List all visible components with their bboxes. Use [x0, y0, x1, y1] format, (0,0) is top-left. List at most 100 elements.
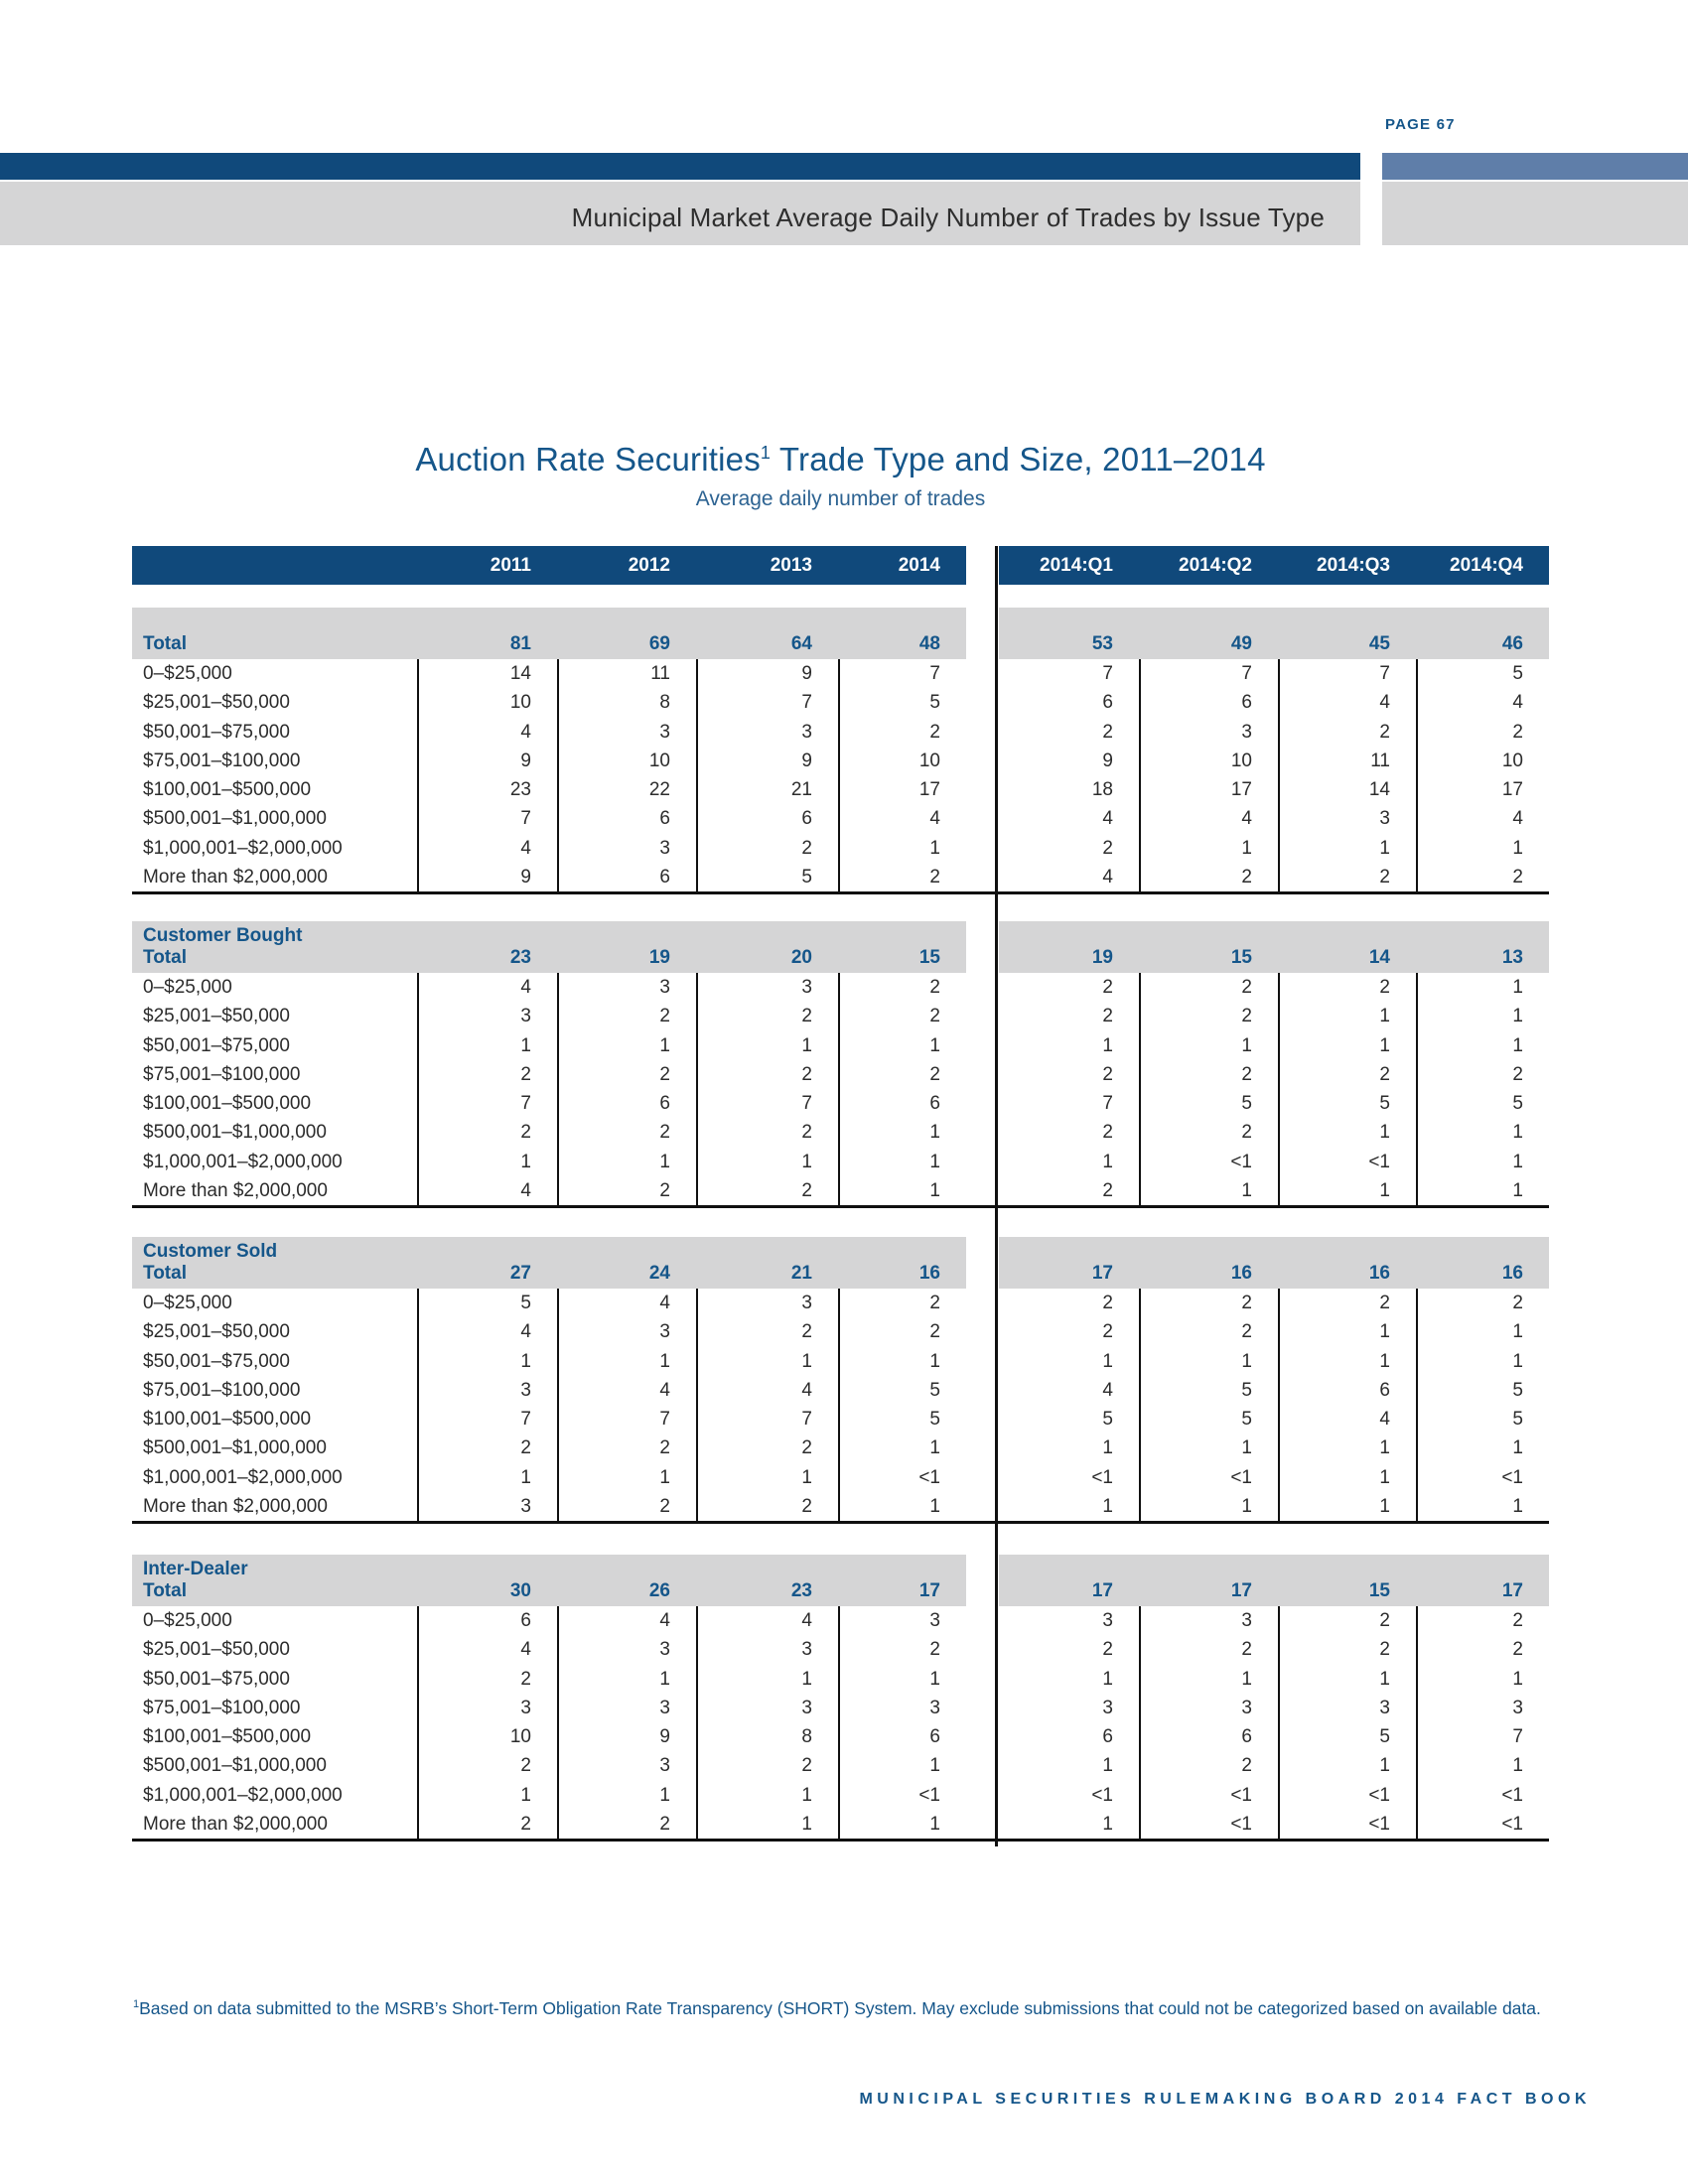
section-bottom-line — [132, 1839, 1549, 1842]
value-cell: <1 — [918, 1466, 940, 1488]
value-cell: 2 — [520, 1813, 531, 1835]
column-divider-line — [1416, 659, 1418, 891]
value-cell: 2 — [1512, 721, 1523, 743]
section-band-left — [132, 608, 966, 659]
table-row: $1,000,001–$2,000,000 1 1 1 <1 <1 <1 <1 <1 — [132, 1781, 1549, 1810]
value-cell: 2 — [659, 1006, 670, 1027]
column-divider-line — [557, 1606, 559, 1839]
value-cell: 2 — [1102, 837, 1113, 859]
value-cell: 4 — [520, 1639, 531, 1661]
value-cell: 3 — [1379, 808, 1390, 830]
table-row: $75,001–$100,000 2 2 2 2 2 2 2 2 — [132, 1060, 1549, 1089]
row-label: $50,001–$75,000 — [143, 721, 290, 743]
table-row: $100,001–$500,000 23 22 21 17 18 17 14 17 — [132, 775, 1549, 804]
table-row: 0–$25,000 14 11 9 7 7 7 7 5 — [132, 659, 1549, 688]
value-cell: 22 — [648, 779, 670, 800]
section-total-value: 15 — [1230, 947, 1252, 968]
value-cell: 1 — [520, 1034, 531, 1056]
value-cell: 5 — [1512, 1379, 1523, 1401]
column-divider-line — [417, 1606, 419, 1839]
value-cell: 1 — [1512, 1321, 1523, 1343]
footnote: 1Based on data submitted to the MSRB’s S… — [133, 1998, 1583, 2019]
row-label: $100,001–$500,000 — [143, 779, 312, 800]
value-cell: 2 — [801, 1179, 812, 1201]
table-row: $25,001–$50,000 4 3 3 2 2 2 2 2 — [132, 1635, 1549, 1664]
value-cell: 1 — [1102, 1437, 1113, 1459]
value-cell: 1 — [801, 1151, 812, 1172]
value-cell: 2 — [520, 1063, 531, 1085]
column-divider-line — [1278, 1606, 1280, 1839]
value-cell: 6 — [659, 866, 670, 887]
row-label: $25,001–$50,000 — [143, 1006, 290, 1027]
value-cell: <1 — [1501, 1466, 1523, 1488]
value-cell: 2 — [1512, 1293, 1523, 1313]
value-cell: 9 — [659, 1726, 670, 1747]
table-row: 0–$25,000 5 4 3 2 2 2 2 2 — [132, 1289, 1549, 1317]
value-cell: 1 — [1512, 1122, 1523, 1144]
value-cell: 14 — [1368, 779, 1390, 800]
table-row: $75,001–$100,000 9 10 9 10 9 10 11 10 — [132, 747, 1549, 775]
column-divider-line — [1139, 1289, 1141, 1521]
section-name: Customer Bought — [143, 925, 303, 946]
row-label: $500,001–$1,000,000 — [143, 1122, 327, 1144]
value-cell: 2 — [801, 1437, 812, 1459]
value-cell: 6 — [1241, 692, 1252, 714]
value-cell: 2 — [1102, 1321, 1113, 1343]
value-cell: 1 — [659, 1151, 670, 1172]
section-band-right — [999, 921, 1549, 973]
value-cell: 4 — [1512, 808, 1523, 830]
column-header-2014: 2014 — [898, 554, 940, 576]
value-cell: 3 — [659, 1697, 670, 1718]
value-cell: 1 — [1379, 1755, 1390, 1777]
table-row: $100,001–$500,000 10 9 8 6 6 6 5 7 — [132, 1722, 1549, 1751]
value-cell: 2 — [1241, 1063, 1252, 1085]
column-divider-line — [1139, 1606, 1141, 1839]
row-label: 0–$25,000 — [143, 1610, 232, 1631]
section-total-value: 45 — [1368, 633, 1390, 654]
section-total-value: 21 — [790, 1263, 812, 1284]
column-divider-line — [417, 659, 419, 891]
column-divider-line — [557, 973, 559, 1205]
value-cell: 1 — [1512, 1755, 1523, 1777]
value-cell: 1 — [801, 1466, 812, 1488]
value-cell: 5 — [1512, 663, 1523, 684]
column-header-2013: 2013 — [770, 554, 812, 576]
value-cell: 1 — [1102, 1495, 1113, 1517]
value-cell: 2 — [929, 866, 940, 887]
value-cell: <1 — [918, 1784, 940, 1806]
value-cell: <1 — [1091, 1784, 1113, 1806]
value-cell: 1 — [520, 1350, 531, 1372]
column-divider-line — [417, 1289, 419, 1521]
table-row: $500,001–$1,000,000 7 6 6 4 4 4 3 4 — [132, 804, 1549, 833]
header-band: Municipal Market Average Daily Number of… — [0, 182, 1360, 245]
section-total-value: 20 — [790, 947, 812, 968]
row-label: More than $2,000,000 — [143, 1179, 328, 1201]
section-total-value: 16 — [1230, 1263, 1252, 1284]
value-cell: 6 — [659, 808, 670, 830]
section-total-value: 30 — [509, 1580, 531, 1601]
value-cell: 2 — [1102, 1639, 1113, 1661]
value-cell: 4 — [801, 1610, 812, 1631]
section-total-value: 16 — [918, 1263, 940, 1284]
value-cell: 1 — [659, 1784, 670, 1806]
column-divider-line — [1416, 1289, 1418, 1521]
section-bottom-line — [132, 1205, 1549, 1208]
column-divider-line — [1416, 973, 1418, 1205]
footnote-marker: 1 — [133, 1998, 140, 2011]
table-row: $25,001–$50,000 10 8 7 5 6 6 4 4 — [132, 688, 1549, 717]
value-cell: 6 — [1102, 692, 1113, 714]
value-cell: 2 — [1241, 1755, 1252, 1777]
value-cell: 3 — [929, 1697, 940, 1718]
value-cell: 2 — [929, 1321, 940, 1343]
page-footer: MUNICIPAL SECURITIES RULEMAKING BOARD 20… — [859, 2091, 1591, 2108]
value-cell: 9 — [1102, 750, 1113, 771]
value-cell: 1 — [1379, 1350, 1390, 1372]
column-divider-line — [1278, 973, 1280, 1205]
value-cell: 4 — [1379, 692, 1390, 714]
column-divider-line — [1278, 659, 1280, 891]
value-cell: 7 — [801, 1093, 812, 1114]
value-cell: 14 — [509, 663, 531, 684]
value-cell: 1 — [1102, 1151, 1113, 1172]
value-cell: 4 — [1102, 866, 1113, 887]
table-title: Auction Rate Securities1 Trade Type and … — [132, 441, 1549, 478]
